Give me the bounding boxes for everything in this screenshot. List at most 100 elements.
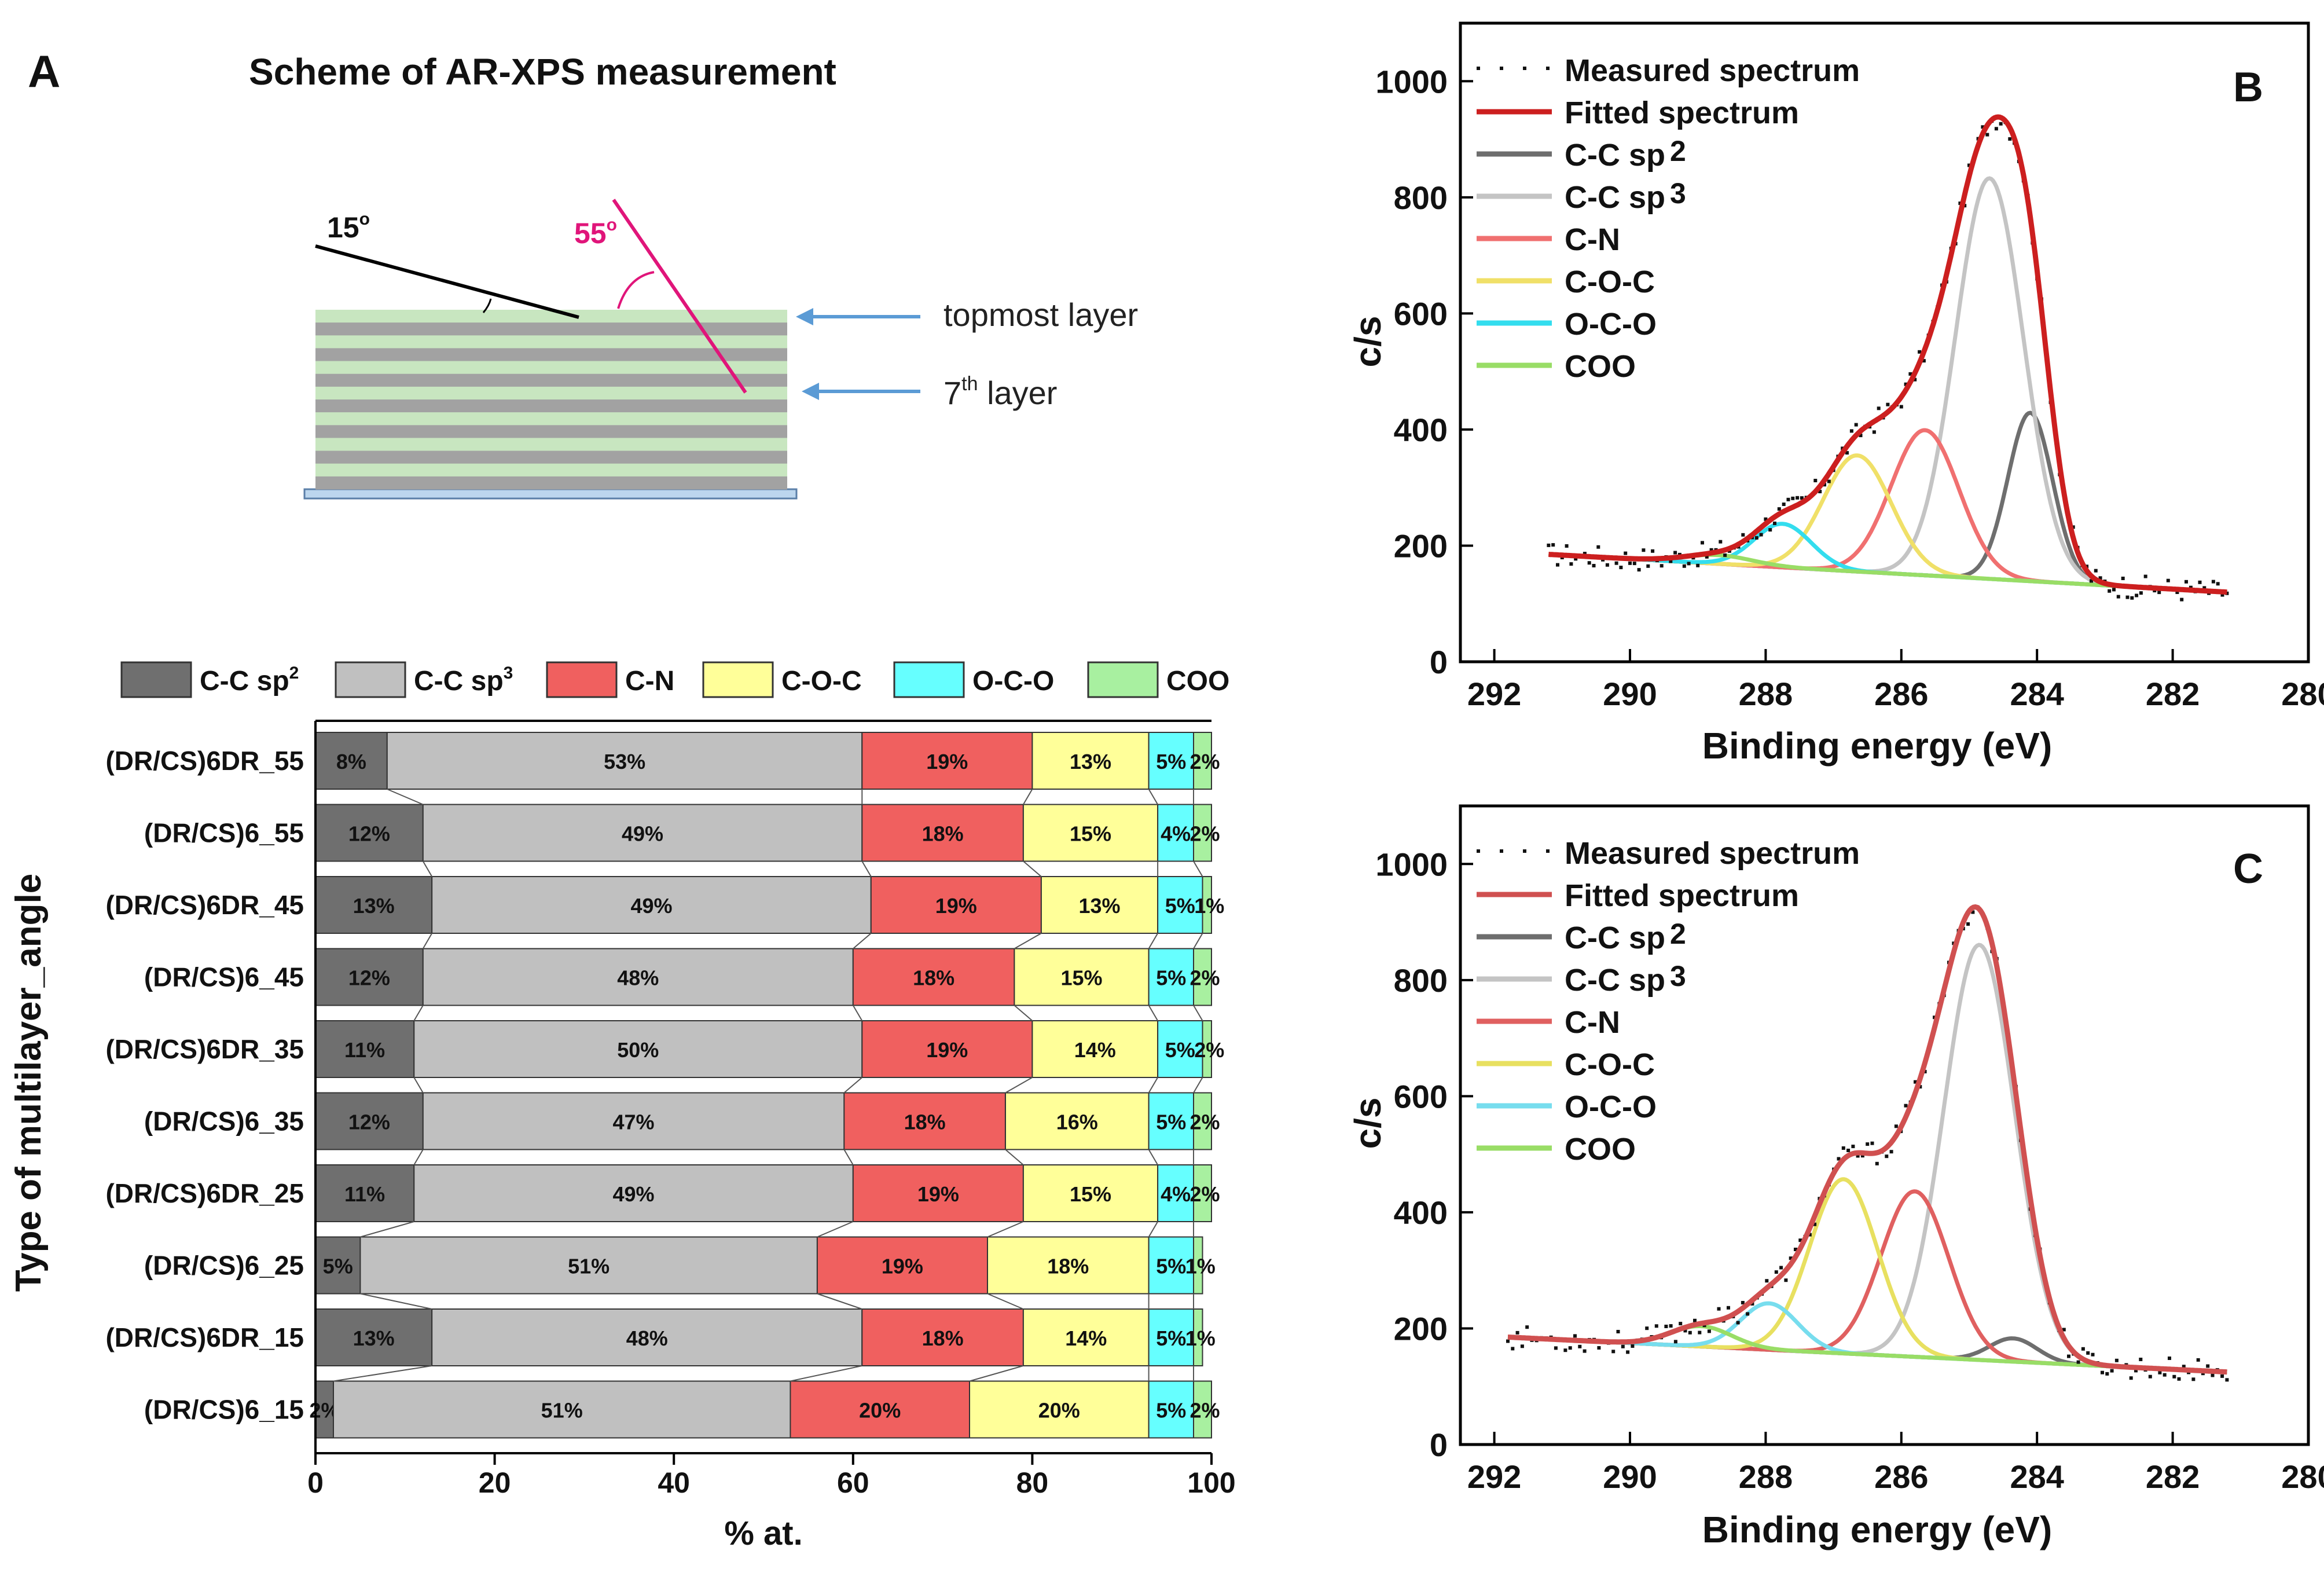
bar-segment	[1040, 876, 1159, 934]
series-connector	[1193, 1077, 1203, 1094]
measured-point	[2081, 1347, 2085, 1351]
series-connector	[360, 1221, 414, 1238]
legend-dot	[1546, 67, 1550, 70]
series-connector	[1014, 933, 1042, 950]
measured-point	[1596, 545, 1600, 549]
series-connector	[1023, 860, 1042, 877]
measured-point	[2125, 595, 2130, 599]
bar-data-label: 5%	[1156, 1255, 1186, 1278]
bar-segment	[1193, 1380, 1212, 1439]
measured-point	[1971, 910, 1975, 914]
bar-segment	[413, 1164, 854, 1222]
measured-point	[1554, 1346, 1558, 1350]
measured-point	[1632, 562, 1636, 566]
measured-point	[1966, 922, 1970, 926]
x-tick-label: 0	[307, 1467, 324, 1499]
series-connector	[1005, 1149, 1024, 1165]
bar-data-label: 19%	[935, 894, 977, 918]
legend-label: Fitted spectrum	[1565, 878, 1799, 913]
measured-point	[1669, 559, 1673, 563]
layer-stripe	[315, 386, 787, 400]
measured-point	[1914, 1080, 1917, 1084]
measured-point	[1569, 562, 1573, 566]
measured-point	[2114, 1358, 2119, 1362]
measured-point	[1774, 1270, 1778, 1274]
measured-point	[1904, 1104, 1908, 1108]
bar-data-label: 11%	[344, 1182, 385, 1206]
measured-point	[1999, 122, 2003, 126]
series-connector	[1005, 1077, 1033, 1094]
measured-point	[1673, 551, 1677, 555]
measured-point	[1583, 1349, 1587, 1353]
measured-point	[2216, 582, 2220, 586]
measured-point	[2185, 580, 2188, 584]
panel-b-fitted-curve	[1548, 114, 2227, 595]
y-tick-label: 0	[1430, 1427, 1448, 1463]
measured-point	[2091, 1352, 2095, 1357]
measured-point	[1587, 561, 1591, 565]
bar-data-label: 19%	[926, 1038, 968, 1062]
measured-point	[2129, 1376, 2133, 1380]
measured-point	[1520, 1344, 1524, 1348]
legend-label-text: O-C-O	[972, 666, 1054, 696]
series-connector	[413, 1149, 424, 1165]
measured-point	[1592, 564, 1596, 567]
measured-point	[1818, 490, 1822, 493]
measured-point	[1779, 1266, 1783, 1270]
panel-b-components	[1548, 176, 2227, 595]
bar-data-label: 48%	[626, 1326, 668, 1350]
bar-segment	[422, 1092, 845, 1150]
measured-point	[1660, 564, 1664, 568]
series-connector	[861, 860, 872, 877]
panel-c-fitted-curve	[1507, 904, 2227, 1375]
measured-point	[1551, 543, 1555, 547]
bar-segment	[1193, 732, 1212, 790]
x-tick-label: 290	[1603, 676, 1657, 712]
measured-point	[1908, 372, 1912, 376]
legend-label-text: COO	[1565, 349, 1636, 384]
measured-point	[2206, 1364, 2210, 1368]
bar-legend: C-C sp2 C-C sp3 C-N C-O-C O-C-O COO	[120, 661, 1229, 698]
series-connector	[1193, 860, 1203, 877]
series-connector	[852, 1005, 863, 1021]
y-tick-label: 1000	[1375, 846, 1448, 882]
series-connector	[1148, 1149, 1158, 1165]
bar-segment	[386, 732, 863, 790]
legend-label-sup: 2	[1670, 918, 1686, 950]
measured-point	[1642, 548, 1646, 552]
legend-label-text: C-C sp	[1565, 921, 1665, 955]
legend-label-text: Measured spectrum	[1565, 836, 1860, 871]
measured-point	[1918, 350, 1922, 354]
bar-data-label: 15%	[1060, 966, 1102, 990]
panel-c-ticks: 292 290 288 286 284 282 280 0 200 400 600 800 1000	[1375, 846, 2324, 1495]
legend-label: O-C-O	[1565, 307, 1657, 342]
legend-label: C-N	[625, 666, 674, 696]
legend-swatch	[702, 661, 774, 698]
bar-data-label: 19%	[926, 750, 968, 773]
panel-letter-c: C	[2233, 846, 2263, 892]
bar-segment	[1022, 804, 1159, 862]
measured-point	[1654, 1324, 1658, 1328]
measured-point	[1889, 1150, 1893, 1154]
series-connector	[1023, 789, 1033, 805]
legend-label-text: C-C sp	[414, 666, 504, 696]
panel-letter-a: A	[28, 46, 60, 97]
measured-point	[1628, 561, 1632, 565]
category-label: (DR/CS)6DR_45	[105, 890, 304, 920]
measured-point	[1859, 434, 1863, 438]
measured-point	[1679, 1322, 1683, 1326]
layer-stripe	[315, 322, 787, 336]
panel-c-x-axis-title: Binding energy (eV)	[1702, 1509, 2053, 1550]
legend-label: COO	[1166, 666, 1229, 696]
bar-segment	[422, 948, 854, 1006]
angle-55-arc	[617, 271, 655, 309]
series-connector	[817, 1221, 854, 1238]
bar-data-label: 13%	[1070, 750, 1111, 773]
legend-dot	[1500, 849, 1503, 853]
measured-point	[1856, 1154, 1860, 1158]
bar-segment	[315, 876, 433, 934]
bar-segment	[315, 1092, 424, 1150]
measured-point	[2076, 1360, 2080, 1364]
